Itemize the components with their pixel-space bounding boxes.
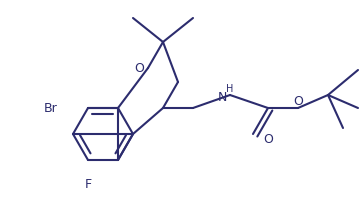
Text: N: N bbox=[217, 91, 227, 103]
Text: Br: Br bbox=[44, 101, 58, 115]
Text: O: O bbox=[293, 95, 303, 107]
Text: O: O bbox=[263, 133, 273, 145]
Text: F: F bbox=[84, 178, 92, 190]
Text: O: O bbox=[134, 61, 144, 75]
Text: H: H bbox=[226, 84, 234, 94]
